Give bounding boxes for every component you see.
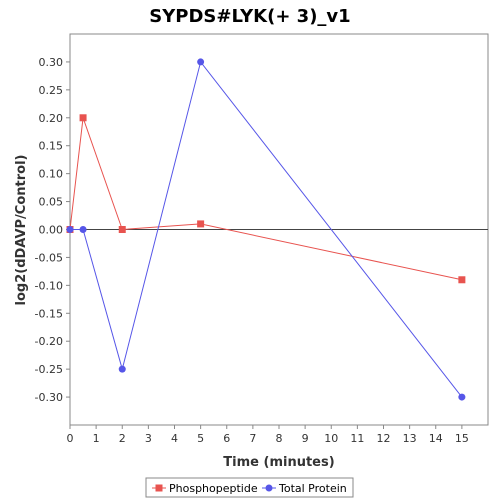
x-tick-label: 2 — [119, 432, 126, 445]
x-tick-label: 1 — [93, 432, 100, 445]
phosphopeptide-point — [197, 220, 205, 228]
x-tick-label: 5 — [197, 432, 204, 445]
x-tick-label: 4 — [171, 432, 178, 445]
total-protein-legend-label: Total Protein — [278, 482, 347, 495]
phosphopeptide-point — [118, 226, 126, 233]
x-tick-label: 0 — [67, 432, 74, 445]
x-axis: 0 1 2 3 4 5 6 7 8 9 10 11 12 13 14 15 — [67, 425, 469, 445]
x-tick-label: 6 — [223, 432, 230, 445]
total-protein-point — [458, 393, 466, 401]
x-tick-label: 15 — [455, 432, 469, 445]
x-tick-label: 9 — [302, 432, 309, 445]
total-protein-legend-marker — [265, 484, 273, 492]
legend-box — [145, 477, 354, 498]
total-protein-point — [118, 365, 126, 373]
total-protein-point — [79, 226, 87, 233]
x-tick-label: 7 — [249, 432, 256, 445]
chart-title: SYPDS#LYK(+ 3)_v1 — [149, 6, 350, 27]
y-tick-label: 0.15 — [39, 140, 64, 153]
x-tick-label: 13 — [403, 432, 417, 445]
phosphopeptide-point — [79, 114, 87, 122]
y-tick-label: -0.20 — [35, 335, 63, 348]
x-tick-label: 12 — [377, 432, 391, 445]
y-tick-label: -0.25 — [35, 363, 63, 376]
total-protein-point — [197, 58, 205, 66]
phosphopeptide-point — [458, 276, 466, 284]
phosphopeptide-legend-label: Phosphopeptide — [169, 482, 258, 495]
y-tick-label: 0.20 — [39, 112, 64, 125]
x-tick-label: 8 — [276, 432, 283, 445]
y-tick-label: 0.05 — [39, 196, 64, 209]
x-axis-label: Time (minutes) — [223, 455, 334, 470]
y-tick-label: 0.30 — [39, 56, 64, 69]
y-tick-label: -0.30 — [35, 391, 63, 404]
x-tick-label: 3 — [145, 432, 152, 445]
phosphopeptide-legend-marker — [155, 484, 163, 492]
y-axis-label: log2(dDAVP/Control) — [14, 155, 29, 306]
y-tick-label: 0.00 — [39, 224, 64, 237]
total-protein-point — [66, 226, 74, 233]
x-tick-label: 10 — [324, 432, 338, 445]
y-tick-label: -0.15 — [35, 307, 63, 320]
x-tick-label: 11 — [350, 432, 364, 445]
series-group — [66, 58, 466, 401]
legend: Phosphopeptide Total Protein — [152, 482, 347, 495]
y-axis: 0.30 0.25 0.20 0.15 0.10 0.05 0.00 -0.05 -0.10 -0… — [35, 56, 70, 404]
x-tick-label: 14 — [429, 432, 443, 445]
y-tick-label: -0.10 — [35, 279, 63, 292]
y-tick-label: 0.10 — [39, 168, 64, 181]
y-tick-label: -0.05 — [35, 251, 63, 264]
y-tick-label: 0.25 — [39, 84, 64, 97]
